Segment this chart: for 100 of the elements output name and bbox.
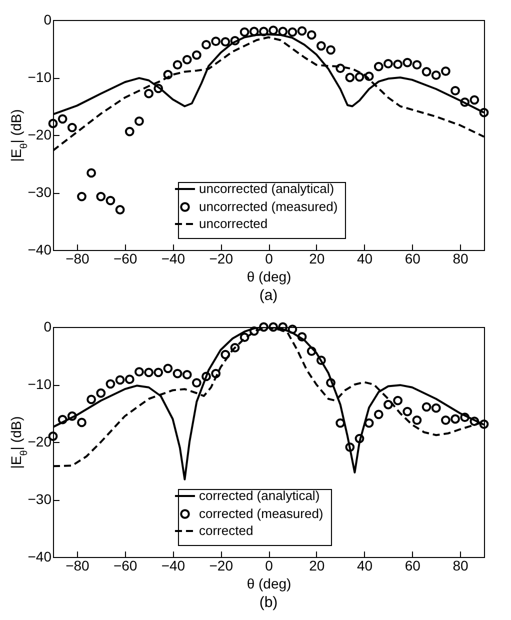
x-tick-label: 20 xyxy=(309,558,325,574)
x-tick-label: 40 xyxy=(356,250,373,266)
y-tick-label: −30 xyxy=(28,491,52,507)
point xyxy=(259,26,268,36)
point xyxy=(106,196,116,206)
point xyxy=(144,368,154,378)
point xyxy=(470,95,480,105)
point xyxy=(268,322,278,332)
x-tick-label: −60 xyxy=(113,558,138,574)
point xyxy=(202,40,211,50)
point xyxy=(124,126,134,136)
point xyxy=(211,368,221,378)
point xyxy=(384,400,393,410)
point xyxy=(240,332,250,342)
point xyxy=(440,66,450,76)
point xyxy=(115,205,125,214)
x-tick-label: −80 xyxy=(66,250,90,266)
point xyxy=(450,86,460,96)
y-tick-label: 0 xyxy=(44,12,52,28)
point xyxy=(230,36,240,46)
legend-label: uncorrected (analytical) xyxy=(198,181,334,196)
point xyxy=(202,372,211,382)
point xyxy=(211,36,221,46)
point xyxy=(115,375,125,385)
y-tick-label: 0 xyxy=(44,318,52,334)
x-axis-title: θ (deg) xyxy=(246,268,292,284)
x-tick-label: 80 xyxy=(452,558,469,574)
point xyxy=(249,26,259,36)
point xyxy=(249,326,259,336)
x-tick-label: 60 xyxy=(404,558,421,574)
x-tick-label: −20 xyxy=(209,250,234,266)
point xyxy=(297,26,307,36)
x-axis-title: θ (deg) xyxy=(246,576,292,592)
x-tick-label: −20 xyxy=(209,558,234,574)
point xyxy=(77,192,86,202)
point xyxy=(422,402,432,412)
y-tick-label: −10 xyxy=(28,69,52,85)
legend-label: uncorrected xyxy=(198,216,268,231)
point xyxy=(288,324,298,334)
point xyxy=(163,70,173,80)
point xyxy=(412,415,422,425)
x-tick-label: 0 xyxy=(265,250,274,266)
point xyxy=(393,60,403,69)
point xyxy=(364,72,374,82)
point xyxy=(106,379,116,389)
point xyxy=(268,26,278,36)
point xyxy=(134,367,144,377)
point xyxy=(58,414,68,424)
point xyxy=(154,368,164,378)
point xyxy=(220,37,230,47)
y-tick-label: −30 xyxy=(28,184,52,200)
point xyxy=(154,84,164,94)
x-tick-label: 20 xyxy=(309,250,325,266)
x-tick-label: −80 xyxy=(66,558,90,574)
point xyxy=(48,118,58,128)
point xyxy=(316,356,326,366)
point xyxy=(96,388,106,398)
legend-label: corrected xyxy=(198,523,254,538)
point xyxy=(163,364,173,374)
legend-label: uncorrected (measured) xyxy=(198,199,338,214)
point xyxy=(182,370,192,380)
point xyxy=(306,346,316,356)
point xyxy=(182,54,192,64)
point xyxy=(230,343,240,352)
x-tick-label: 40 xyxy=(356,558,373,574)
point xyxy=(192,378,202,388)
point xyxy=(422,67,432,76)
point xyxy=(77,418,86,428)
point xyxy=(412,60,422,70)
point xyxy=(326,45,336,55)
point xyxy=(67,411,77,421)
point xyxy=(345,72,355,82)
point xyxy=(393,396,403,406)
x-tick-label: −40 xyxy=(161,250,186,266)
point xyxy=(374,62,384,72)
x-tick-label: −60 xyxy=(113,250,138,266)
point xyxy=(259,322,268,332)
point xyxy=(306,30,316,40)
point xyxy=(278,26,288,36)
text: (b) xyxy=(259,594,278,611)
point xyxy=(470,416,480,426)
y-tick-label: −10 xyxy=(28,376,52,392)
point xyxy=(460,98,470,107)
point xyxy=(288,27,298,37)
point xyxy=(336,418,346,428)
point xyxy=(58,114,68,124)
point xyxy=(364,418,374,428)
point xyxy=(431,70,441,80)
y-tick-label: −20 xyxy=(28,126,52,142)
x-tick-label: 0 xyxy=(265,558,274,574)
point xyxy=(440,415,450,425)
point xyxy=(345,442,355,452)
point xyxy=(220,350,230,360)
point xyxy=(192,50,202,60)
point xyxy=(134,116,144,126)
point xyxy=(86,168,96,178)
point xyxy=(354,434,364,444)
legend-label: corrected (measured) xyxy=(198,506,324,521)
point xyxy=(354,72,364,82)
point xyxy=(297,332,307,342)
